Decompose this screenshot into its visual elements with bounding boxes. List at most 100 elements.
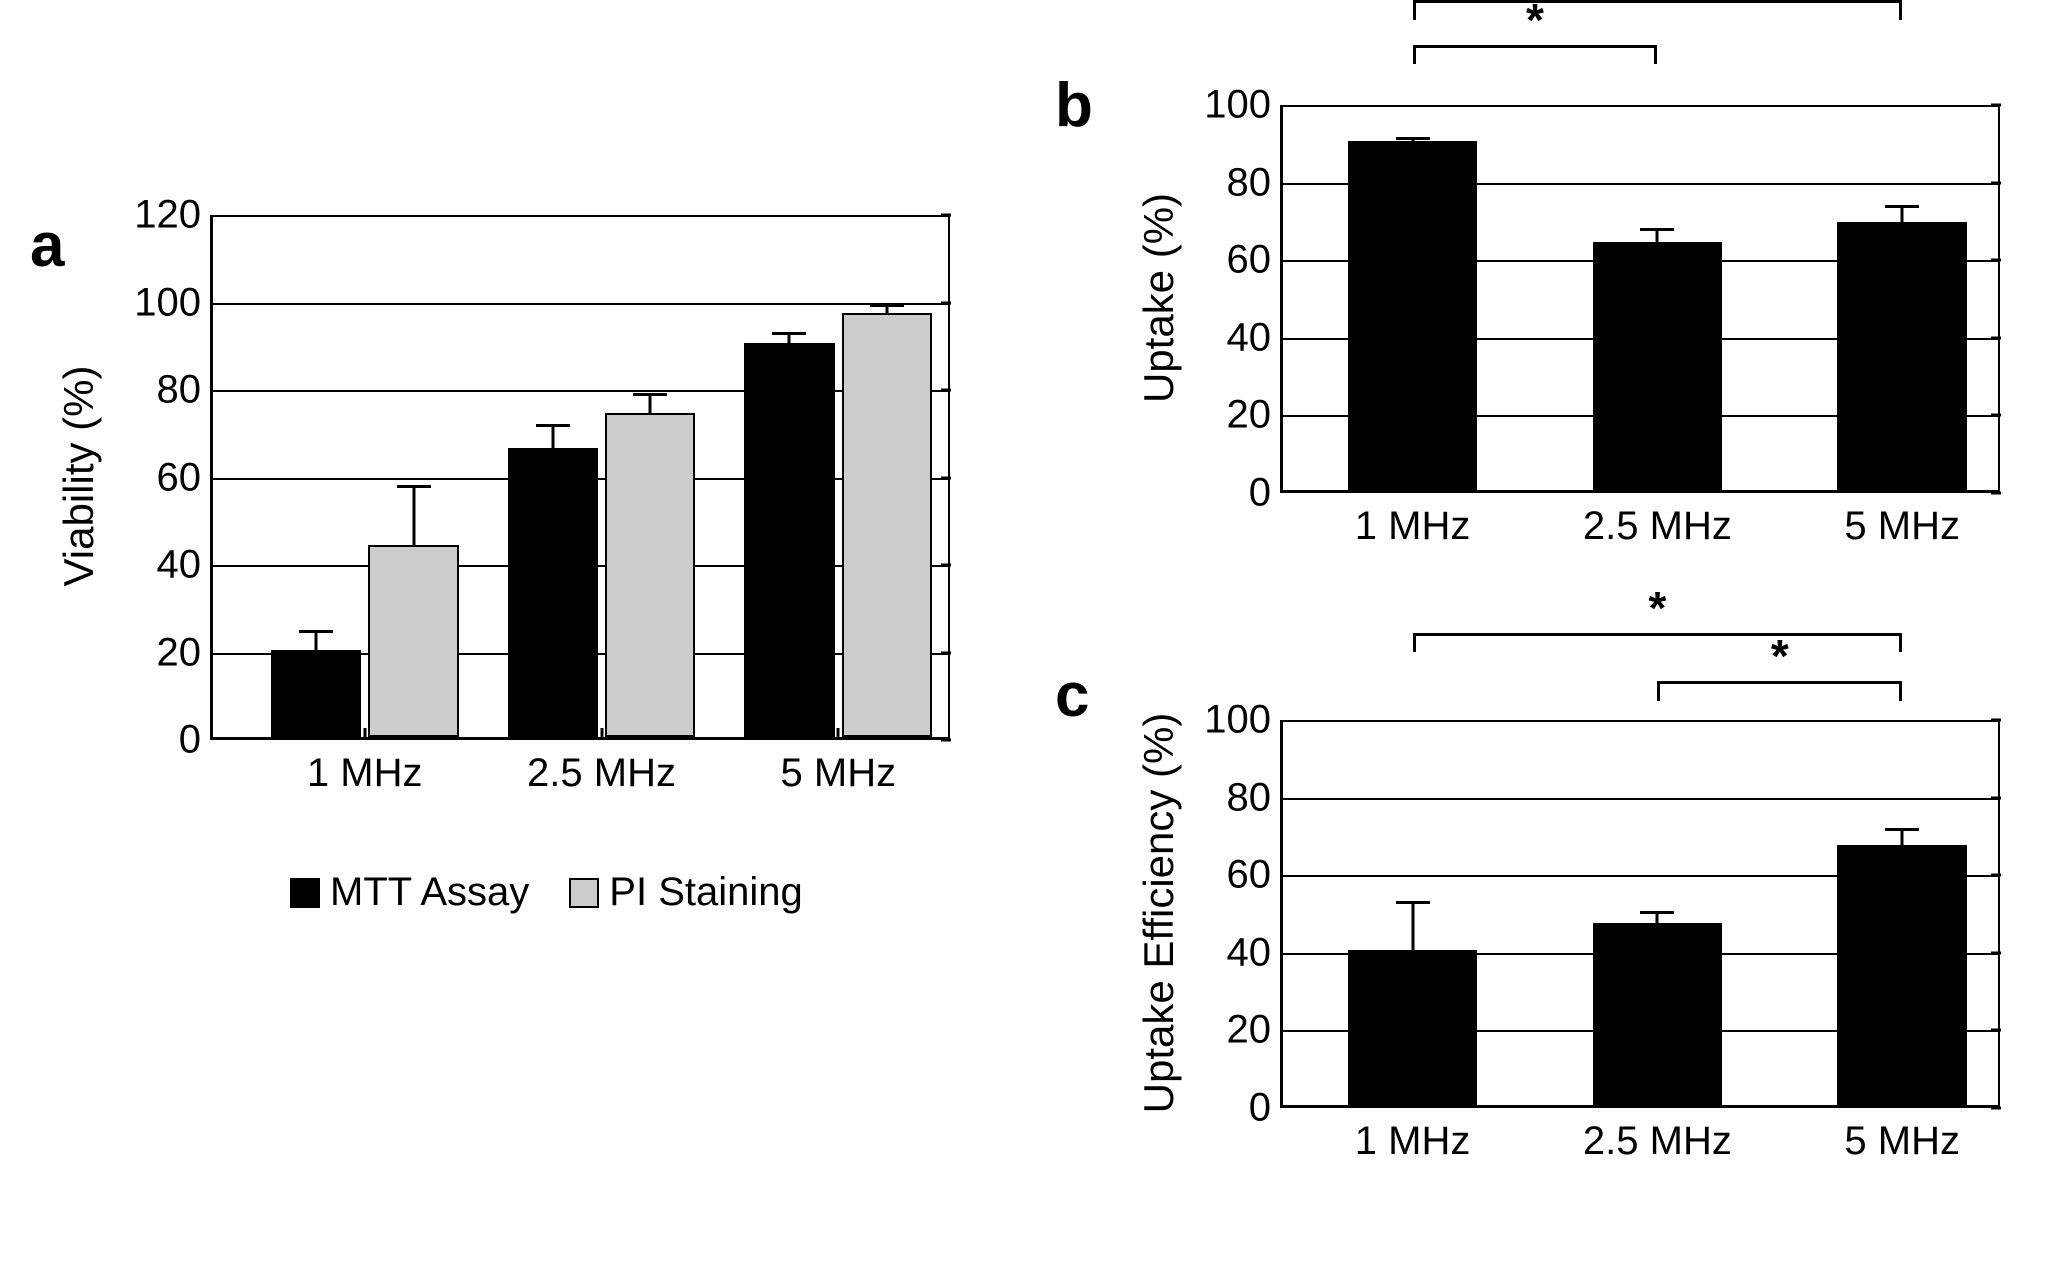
plot-b: 020406080100Uptake (%)1 MHz2.5 MHz5 MHz*… (1280, 105, 2000, 493)
error-bar (607, 393, 693, 415)
xtick-label: 2.5 MHz (1583, 490, 1732, 549)
bar (368, 545, 458, 738)
gridline (1283, 720, 2000, 722)
ytick-label: 60 (1227, 238, 1284, 283)
ytick-label: 100 (134, 280, 213, 325)
ytick-mark (941, 476, 951, 479)
bar (1837, 222, 1967, 490)
panel-label-c: c (1055, 660, 1089, 731)
error-bar (1350, 137, 1476, 143)
ytick-label: 0 (179, 718, 213, 763)
bar (508, 448, 598, 737)
gridline (213, 390, 950, 392)
gridline (1283, 105, 2000, 107)
error-bar (844, 304, 930, 315)
figure-root: a020406080100120Viability (%)1 MHz2.5 MH… (0, 0, 2070, 1269)
y-axis-label: Uptake Efficiency (%) (1135, 712, 1183, 1113)
panel-label-b: b (1055, 70, 1093, 141)
ytick-mark (1991, 414, 2001, 417)
significance-bracket: * (1657, 681, 1902, 700)
xtick-label: 5 MHz (1844, 490, 1960, 549)
significance-star: * (1648, 0, 1666, 2)
xtick-label: 2.5 MHz (527, 737, 676, 796)
y-axis-label: Uptake (%) (1135, 192, 1183, 402)
xtick-label: 5 MHz (1844, 1105, 1960, 1164)
panel-label-a: a (30, 210, 64, 281)
legend-label: MTT Assay (330, 870, 529, 915)
bar (1348, 950, 1478, 1105)
legend-label: PI Staining (609, 870, 802, 915)
ytick-label: 20 (1227, 393, 1284, 438)
ytick-mark (941, 739, 951, 742)
bar (744, 343, 834, 737)
ytick-mark (1991, 874, 2001, 877)
legend: MTT Assay PI Staining (290, 870, 803, 915)
ytick-mark (1991, 796, 2001, 799)
gridline (213, 303, 950, 305)
error-bar (1595, 228, 1721, 244)
ytick-label: 80 (1227, 775, 1284, 820)
ytick-mark (1991, 336, 2001, 339)
error-bar (510, 424, 596, 450)
ytick-label: 80 (157, 368, 214, 413)
ytick-mark (1991, 104, 2001, 107)
ytick-mark (941, 214, 951, 217)
error-bar (1839, 828, 1965, 847)
significance-star: * (1648, 581, 1666, 635)
legend-item: MTT Assay (290, 870, 529, 915)
ytick-label: 0 (1249, 1086, 1283, 1131)
xtick-label: 1 MHz (1355, 1105, 1471, 1164)
ytick-label: 80 (1227, 160, 1284, 205)
bar (842, 313, 932, 737)
ytick-label: 20 (157, 630, 214, 675)
ytick-label: 20 (1227, 1008, 1284, 1053)
error-bar (746, 332, 832, 345)
significance-bracket: * (1413, 633, 1903, 652)
bar (1348, 141, 1478, 490)
ytick-mark (1991, 492, 2001, 495)
ytick-label: 60 (1227, 853, 1284, 898)
error-bar (370, 485, 456, 546)
error-bar (1595, 911, 1721, 925)
significance-bracket: * (1413, 45, 1658, 64)
bar (605, 413, 695, 737)
ytick-mark (1991, 1029, 2001, 1032)
ytick-mark (1991, 719, 2001, 722)
error-bar (273, 630, 359, 652)
ytick-label: 100 (1204, 83, 1283, 128)
ytick-label: 40 (1227, 930, 1284, 975)
ytick-mark (941, 651, 951, 654)
ytick-label: 60 (157, 455, 214, 500)
ytick-label: 40 (157, 543, 214, 588)
ytick-mark (1991, 259, 2001, 262)
legend-item: PI Staining (569, 870, 802, 915)
xtick-label: 2.5 MHz (1583, 1105, 1732, 1164)
ytick-mark (1991, 181, 2001, 184)
ytick-label: 0 (1249, 471, 1283, 516)
bar (1593, 242, 1723, 490)
significance-bracket: * (1413, 0, 1903, 19)
ytick-mark (941, 389, 951, 392)
legend-swatch (290, 878, 320, 908)
error-bar (1839, 205, 1965, 224)
bar (271, 650, 361, 738)
plot-c: 020406080100Uptake Efficiency (%)1 MHz2.… (1280, 720, 2000, 1108)
gridline (1283, 798, 2000, 800)
ytick-mark (1991, 1107, 2001, 1110)
legend-swatch (569, 878, 599, 908)
ytick-label: 120 (134, 193, 213, 238)
y-axis-label: Viability (%) (55, 366, 103, 587)
ytick-mark (941, 301, 951, 304)
xtick-label: 5 MHz (781, 737, 897, 796)
plot-a: 020406080100120Viability (%)1 MHz2.5 MHz… (210, 215, 950, 740)
ytick-label: 40 (1227, 315, 1284, 360)
ytick-mark (941, 564, 951, 567)
gridline (213, 215, 950, 217)
xtick-label: 1 MHz (1355, 490, 1471, 549)
ytick-mark (1991, 951, 2001, 954)
error-bar (1350, 901, 1476, 951)
xtick-label: 1 MHz (307, 737, 423, 796)
bar (1837, 845, 1967, 1105)
bar (1593, 923, 1723, 1105)
ytick-label: 100 (1204, 698, 1283, 743)
